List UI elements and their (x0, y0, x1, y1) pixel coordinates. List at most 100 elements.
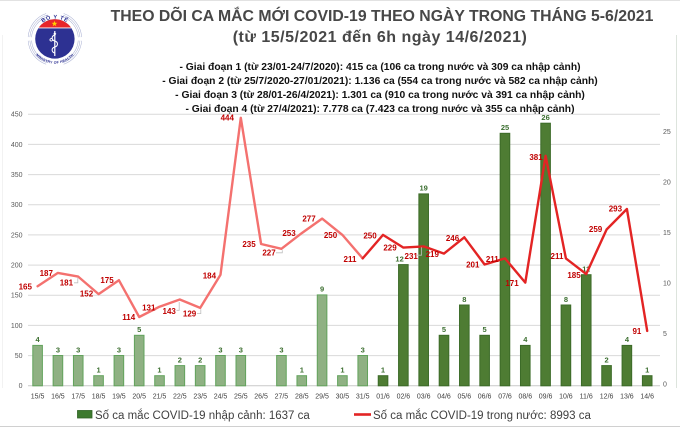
svg-text:201: 201 (466, 261, 480, 270)
svg-text:10/6: 10/6 (559, 394, 573, 401)
svg-text:4: 4 (36, 335, 41, 344)
svg-text:2: 2 (605, 355, 609, 364)
svg-text:12: 12 (395, 254, 403, 263)
svg-text:2: 2 (198, 355, 202, 364)
svg-text:17/5: 17/5 (71, 394, 85, 401)
svg-text:250: 250 (11, 232, 23, 239)
svg-text:235: 235 (242, 240, 256, 249)
svg-text:04/6: 04/6 (437, 394, 451, 401)
svg-text:129: 129 (183, 310, 197, 319)
svg-text:3: 3 (56, 345, 60, 354)
svg-text:211: 211 (486, 255, 499, 264)
svg-text:114: 114 (122, 313, 135, 322)
svg-text:28/5: 28/5 (295, 394, 309, 401)
svg-text:1: 1 (97, 366, 101, 375)
svg-text:21/5: 21/5 (153, 394, 167, 401)
svg-text:0: 0 (19, 383, 23, 390)
svg-text:19/5: 19/5 (112, 394, 126, 401)
svg-text:02/6: 02/6 (397, 394, 411, 401)
svg-text:1: 1 (157, 366, 161, 375)
svg-text:444: 444 (221, 114, 235, 123)
svg-text:400: 400 (11, 142, 23, 149)
svg-text:171: 171 (505, 279, 519, 288)
svg-text:06/6: 06/6 (478, 394, 492, 401)
svg-text:20/5: 20/5 (132, 394, 146, 401)
svg-text:22/5: 22/5 (173, 394, 187, 401)
svg-text:11: 11 (582, 265, 590, 274)
svg-text:25/5: 25/5 (234, 394, 248, 401)
svg-text:16/5: 16/5 (51, 394, 65, 401)
svg-text:211: 211 (551, 252, 564, 261)
svg-text:246: 246 (446, 234, 460, 243)
svg-text:18/5: 18/5 (92, 394, 106, 401)
svg-text:1: 1 (381, 366, 385, 375)
svg-text:219: 219 (426, 250, 440, 259)
svg-text:09/6: 09/6 (539, 394, 553, 401)
svg-text:25: 25 (663, 129, 671, 136)
svg-text:25: 25 (501, 123, 509, 132)
svg-text:10: 10 (663, 281, 671, 288)
svg-text:3: 3 (279, 345, 283, 354)
svg-text:175: 175 (100, 276, 114, 285)
svg-text:15: 15 (663, 230, 671, 237)
svg-text:1: 1 (340, 366, 344, 375)
svg-text:29/5: 29/5 (315, 394, 329, 401)
svg-text:250: 250 (363, 231, 377, 240)
svg-text:9: 9 (320, 285, 324, 294)
svg-text:185: 185 (567, 271, 581, 280)
svg-text:5: 5 (663, 331, 667, 338)
svg-text:03/6: 03/6 (417, 394, 431, 401)
svg-text:381: 381 (529, 153, 543, 162)
svg-text:4: 4 (523, 335, 528, 344)
svg-text:3: 3 (239, 345, 243, 354)
svg-text:13/6: 13/6 (620, 394, 634, 401)
svg-text:26/5: 26/5 (254, 394, 268, 401)
svg-text:152: 152 (80, 290, 94, 299)
svg-text:24/5: 24/5 (214, 394, 228, 401)
svg-text:07/6: 07/6 (498, 394, 512, 401)
svg-text:4: 4 (625, 335, 630, 344)
svg-text:253: 253 (282, 229, 296, 238)
svg-text:450: 450 (11, 112, 23, 119)
svg-text:211: 211 (344, 255, 357, 264)
svg-text:26: 26 (541, 113, 549, 122)
svg-text:08/6: 08/6 (518, 394, 532, 401)
svg-text:184: 184 (203, 272, 217, 281)
svg-text:05/6: 05/6 (457, 394, 471, 401)
svg-text:5: 5 (137, 325, 141, 334)
svg-text:1: 1 (300, 366, 304, 375)
svg-text:27/5: 27/5 (275, 394, 289, 401)
svg-text:BỘ Y TẾ: BỘ Y TẾ (41, 13, 70, 24)
svg-text:3: 3 (117, 345, 121, 354)
svg-text:11/6: 11/6 (580, 394, 593, 401)
svg-text:250: 250 (324, 231, 338, 240)
svg-text:229: 229 (383, 244, 397, 253)
svg-text:12/6: 12/6 (600, 394, 614, 401)
svg-text:Số ca mắc COVID-19 nhập cảnh:: Số ca mắc COVID-19 nhập cảnh: 1637 ca (95, 409, 310, 422)
svg-text:131: 131 (142, 304, 156, 313)
svg-text:187: 187 (40, 269, 54, 278)
svg-text:01/6: 01/6 (376, 394, 390, 401)
svg-text:181: 181 (60, 279, 74, 288)
svg-text:277: 277 (302, 214, 316, 223)
svg-text:165: 165 (19, 282, 33, 291)
svg-text:20: 20 (663, 180, 671, 187)
svg-text:0: 0 (663, 382, 667, 389)
svg-text:143: 143 (163, 307, 177, 316)
svg-text:200: 200 (11, 263, 23, 270)
svg-text:3: 3 (361, 345, 365, 354)
svg-text:1: 1 (645, 366, 649, 375)
svg-text:8: 8 (564, 295, 568, 304)
svg-text:5: 5 (442, 325, 446, 334)
svg-text:2: 2 (178, 355, 182, 364)
svg-text:259: 259 (589, 225, 603, 234)
svg-text:14/6: 14/6 (640, 394, 654, 401)
svg-text:50: 50 (15, 353, 23, 360)
svg-text:5: 5 (483, 325, 487, 334)
svg-text:3: 3 (76, 345, 80, 354)
svg-text:150: 150 (11, 293, 23, 300)
svg-text:Số ca mắc COVID-19 trong nước:: Số ca mắc COVID-19 trong nước: 8993 ca (373, 409, 591, 422)
svg-text:23/5: 23/5 (193, 394, 207, 401)
svg-text:91: 91 (632, 327, 641, 336)
svg-text:231: 231 (405, 252, 419, 261)
